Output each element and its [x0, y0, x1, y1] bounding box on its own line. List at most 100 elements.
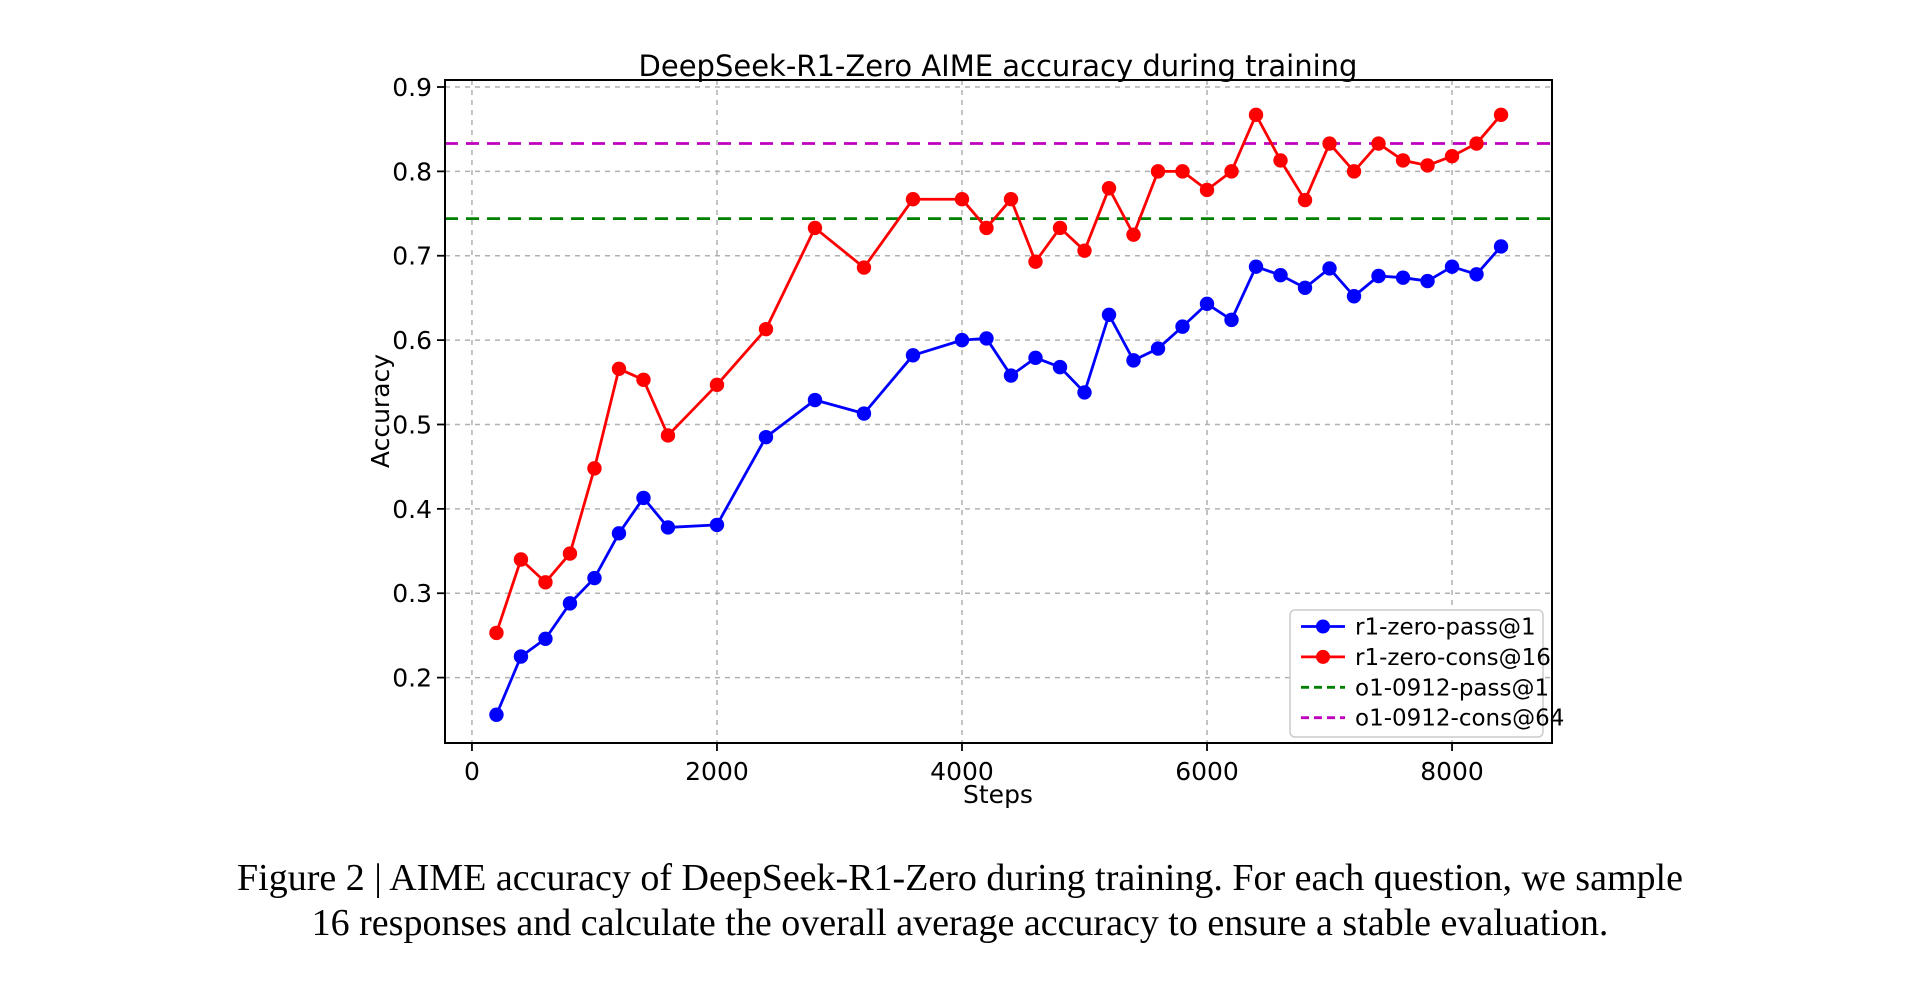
r1-zero-pass@1-marker — [611, 526, 627, 541]
gridlines — [445, 80, 1552, 743]
r1-zero-cons@16-marker — [1297, 192, 1313, 208]
r1-zero-cons@16-marker — [1420, 158, 1435, 173]
chart-title: DeepSeek-R1-Zero AIME accuracy during tr… — [639, 49, 1358, 83]
r1-zero-pass@1-marker — [1175, 319, 1190, 334]
r1-zero-pass@1-marker — [587, 570, 602, 586]
r1-zero-cons@16-marker — [1175, 164, 1190, 179]
r1-zero-pass@1-marker — [660, 520, 676, 535]
y-tick-label-0.6: 0.6 — [392, 326, 432, 355]
r1-zero-cons@16-marker — [1126, 227, 1141, 242]
r1-zero-cons@16-marker — [905, 192, 921, 207]
r1-zero-pass@1-marker — [1395, 270, 1411, 285]
r1-zero-pass@1-marker — [1126, 353, 1141, 368]
baseline-hlines — [445, 142, 1552, 221]
legend-marker-r1-zero-pass@1 — [1316, 619, 1330, 634]
r1-zero-cons@16-marker — [954, 192, 970, 207]
r1-zero-pass@1-marker — [1371, 268, 1386, 284]
legend-label-r1-zero-pass@1: r1-zero-pass@1 — [1355, 615, 1536, 641]
r1-zero-cons@16-marker — [856, 260, 872, 275]
r1-zero-cons@16-marker — [1199, 182, 1215, 198]
r1-zero-cons@16-marker — [1052, 220, 1068, 236]
r1-zero-pass@1-marker — [1297, 280, 1313, 296]
r1-zero-cons@16-marker — [979, 220, 994, 236]
r1-zero-pass@1-marker — [513, 649, 529, 664]
r1-zero-pass@1-marker — [807, 392, 823, 408]
r1-zero-pass@1-marker — [538, 631, 553, 646]
r1-zero-pass@1-marker — [1444, 259, 1460, 274]
r1-zero-cons@16-marker — [1371, 136, 1386, 151]
r1-zero-cons@16-marker — [1248, 107, 1264, 123]
r1-zero-pass@1-marker — [1028, 350, 1043, 366]
r1-zero-cons@16-marker — [1150, 164, 1166, 179]
figure-caption-line1: Figure 2 | AIME accuracy of DeepSeek-R1-… — [237, 857, 1683, 899]
r1-zero-pass@1-marker — [758, 429, 774, 445]
r1-zero-pass@1-marker — [1420, 273, 1435, 289]
y-tick-label-0.2: 0.2 — [392, 664, 432, 693]
r1-zero-pass@1-marker — [1322, 261, 1337, 276]
x-tick-label-2000: 2000 — [685, 757, 749, 786]
r1-zero-cons@16-marker — [1346, 164, 1362, 179]
plot-border — [444, 79, 1553, 744]
legend: r1-zero-pass@1 r1-zero-cons@16 o1-0912-pas… — [1289, 609, 1564, 738]
r1-zero-cons@16-marker — [1077, 243, 1092, 258]
r1-zero-pass@1-marker — [1493, 239, 1509, 254]
r1-zero-pass@1-marker — [636, 490, 651, 506]
r1-zero-pass@1-marker — [709, 517, 725, 533]
r1-zero-cons@16-marker — [1273, 153, 1288, 168]
y-tick-label-0.9: 0.9 — [392, 73, 432, 102]
r1-zero-pass@1-marker — [1003, 368, 1019, 383]
x-tick-label-4000: 4000 — [930, 757, 994, 786]
r1-zero-cons@16-marker — [1322, 136, 1337, 151]
r1-zero-pass@1-marker — [562, 596, 578, 611]
x-axis-label: Steps — [963, 780, 1033, 809]
r1-zero-cons@16-marker — [538, 575, 553, 590]
axis-ticks: 0 2000 4000 6000 8000 0.2 0.3 0.4 0.5 0.6 0.7 0.8 0.… — [392, 73, 1484, 786]
r1-zero-cons@16-marker — [611, 361, 627, 377]
y-tick-label-0.5: 0.5 — [392, 410, 432, 439]
y-tick-label-0.7: 0.7 — [392, 242, 432, 271]
r1-zero-cons@16-marker — [1444, 148, 1460, 164]
r1-zero-pass@1-marker — [856, 406, 872, 421]
x-tick-label-6000: 6000 — [1175, 757, 1239, 786]
y-tick-label-0.4: 0.4 — [392, 495, 432, 524]
r1-zero-pass@1-marker — [1248, 259, 1264, 274]
legend-marker-r1-zero-cons@16 — [1316, 649, 1330, 664]
y-tick-label-0.8: 0.8 — [392, 157, 432, 186]
r1-zero-pass@1-marker — [954, 332, 970, 348]
r1-zero-cons@16-marker — [1469, 136, 1484, 151]
legend-label-o1-0912-cons@64: o1-0912-cons@64 — [1355, 706, 1564, 732]
r1-zero-cons@16-marker — [660, 428, 676, 443]
r1-zero-pass@1-marker — [489, 707, 504, 722]
r1-zero-pass@1-marker — [1101, 307, 1117, 323]
r1-zero-cons@16-marker — [1003, 192, 1019, 207]
r1-zero-cons@16-marker — [1493, 107, 1509, 123]
r1-zero-pass@1-marker — [905, 348, 921, 363]
legend-label-r1-zero-cons@16: r1-zero-cons@16 — [1355, 645, 1551, 671]
r1-zero-cons@16-marker — [489, 625, 504, 641]
r1-zero-cons@16-marker — [758, 321, 774, 337]
r1-zero-cons@16-marker — [587, 461, 602, 476]
x-tick-label-0: 0 — [464, 757, 480, 786]
r1-zero-cons@16-marker — [1101, 181, 1117, 196]
r1-zero-cons@16-marker — [513, 552, 529, 567]
legend-box — [1289, 609, 1544, 738]
r1-zero-pass@1-marker — [1150, 341, 1166, 356]
r1-zero-cons@16-marker — [1395, 153, 1411, 168]
legend-label-o1-0912-pass@1: o1-0912-pass@1 — [1355, 675, 1549, 701]
r1-zero-cons@16-marker — [1028, 254, 1043, 269]
r1-zero-pass@1-marker — [1077, 385, 1092, 400]
r1-zero-pass@1-marker — [1273, 267, 1288, 283]
x-tick-label-8000: 8000 — [1420, 757, 1484, 786]
data-series — [489, 107, 1509, 722]
r1-zero-cons@16-marker — [636, 372, 651, 387]
r1-zero-cons@16-marker — [807, 220, 823, 236]
r1-zero-pass@1-marker — [1052, 359, 1068, 375]
r1-zero-pass@1-marker — [1469, 267, 1484, 282]
r1-zero-pass@1-marker — [1199, 296, 1215, 312]
r1-zero-cons@16-marker — [709, 377, 725, 393]
r1-zero-cons@16-marker — [1224, 164, 1239, 179]
r1-zero-pass@1-marker — [1224, 312, 1239, 328]
r1-zero-pass@1-marker — [1346, 289, 1362, 304]
